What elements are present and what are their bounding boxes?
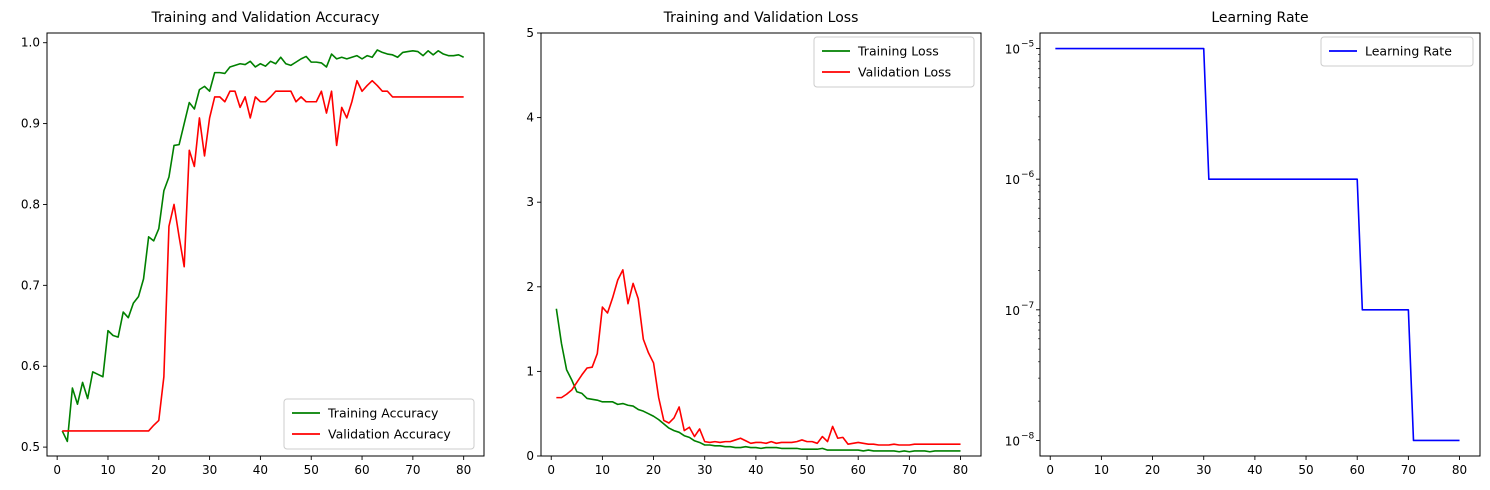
loss-y-tick-label: 5 xyxy=(526,26,534,40)
loss-x-tick-label: 40 xyxy=(748,463,763,477)
accuracy-legend-label: Training Accuracy xyxy=(327,406,439,421)
lr-legend: Learning Rate xyxy=(1320,36,1474,67)
accuracy-legend: Training Accuracy Validation Accuracy xyxy=(283,398,475,450)
accuracy-x-tick-label: 60 xyxy=(354,463,369,477)
lr-x-tick-label: 20 xyxy=(1145,463,1160,477)
loss-axes-frame xyxy=(540,32,982,457)
accuracy-x-tick-label: 20 xyxy=(151,463,166,477)
accuracy-series-validation-accuracy xyxy=(62,79,464,432)
loss-x-tick-label: 30 xyxy=(697,463,712,477)
accuracy-x-tick-label: 50 xyxy=(304,463,319,477)
accuracy-x-tick-label: 40 xyxy=(253,463,268,477)
loss-x-tick-label: 80 xyxy=(953,463,968,477)
lr-series-learning-rate xyxy=(1055,47,1460,442)
accuracy-title: Training and Validation Accuracy xyxy=(151,10,380,26)
lr-x-tick-label: 60 xyxy=(1350,463,1365,477)
accuracy-x-tick-label: 30 xyxy=(202,463,217,477)
loss-series-validation-loss xyxy=(556,269,961,446)
accuracy-x-tick-label: 70 xyxy=(405,463,420,477)
loss-legend-box xyxy=(813,36,975,88)
loss-legend-label: Validation Loss xyxy=(858,65,951,80)
lr-y-tick-exponent: −6 xyxy=(1021,170,1035,180)
accuracy-y-tick-label: 0.9 xyxy=(21,117,40,131)
lr-x-tick-label: 10 xyxy=(1094,463,1109,477)
lr-legend-box xyxy=(1320,36,1474,67)
lr-y-tick-label: 10 xyxy=(1005,304,1020,318)
lr-x-tick-label: 80 xyxy=(1452,463,1467,477)
lr-axes-frame xyxy=(1039,32,1481,457)
accuracy-x-tick-label: 80 xyxy=(456,463,471,477)
loss-series-training-loss xyxy=(555,308,961,453)
lr-y-tick-exponent: −5 xyxy=(1021,40,1034,50)
accuracy-panel: Training and Validation Accuracy 0 10 20 30 4… xyxy=(21,10,485,477)
accuracy-series-training-accuracy xyxy=(61,49,465,443)
lr-x-tick-label: 50 xyxy=(1298,463,1313,477)
accuracy-y-tick-label: 0.8 xyxy=(21,197,40,211)
accuracy-legend-label: Validation Accuracy xyxy=(328,427,451,442)
lr-y-tick-label: 10 xyxy=(1005,173,1020,187)
lr-legend-label: Learning Rate xyxy=(1365,44,1452,59)
loss-y-tick-label: 0 xyxy=(526,449,534,463)
accuracy-x-tick-label: 0 xyxy=(53,463,61,477)
lr-y-tick-exponent: −7 xyxy=(1021,301,1034,311)
lr-y-tick-label: 10 xyxy=(1005,43,1020,57)
lr-y-tick-label: 10 xyxy=(1005,434,1020,448)
lr-title: Learning Rate xyxy=(1211,10,1308,26)
loss-x-tick-label: 0 xyxy=(547,463,555,477)
lr-x-tick-label: 40 xyxy=(1247,463,1262,477)
accuracy-y-tick-label: 0.6 xyxy=(21,359,40,373)
lr-x-tick-label: 30 xyxy=(1196,463,1211,477)
loss-legend-label: Training Loss xyxy=(857,44,939,59)
loss-y-tick-label: 2 xyxy=(526,280,534,294)
accuracy-y-tick-label: 0.5 xyxy=(21,440,40,454)
accuracy-legend-box xyxy=(283,398,475,450)
loss-x-tick-label: 20 xyxy=(646,463,661,477)
loss-x-tick-label: 50 xyxy=(799,463,814,477)
loss-title: Training and Validation Loss xyxy=(663,10,859,26)
loss-legend: Training Loss Validation Loss xyxy=(813,36,975,88)
accuracy-y-tick-label: 1.0 xyxy=(21,36,40,50)
lr-x-tick-label: 0 xyxy=(1046,463,1054,477)
loss-x-tick-label: 70 xyxy=(902,463,917,477)
loss-y-tick-label: 4 xyxy=(526,111,534,125)
loss-y-tick-label: 3 xyxy=(526,195,534,209)
accuracy-axes-frame xyxy=(46,32,485,457)
loss-y-tick-label: 1 xyxy=(526,364,534,378)
accuracy-x-tick-label: 10 xyxy=(100,463,115,477)
accuracy-y-tick-label: 0.7 xyxy=(21,278,40,292)
loss-x-tick-label: 10 xyxy=(595,463,610,477)
loss-x-tick-label: 60 xyxy=(851,463,866,477)
lr-x-tick-label: 70 xyxy=(1401,463,1416,477)
lr-y-tick-exponent: −8 xyxy=(1021,431,1035,441)
